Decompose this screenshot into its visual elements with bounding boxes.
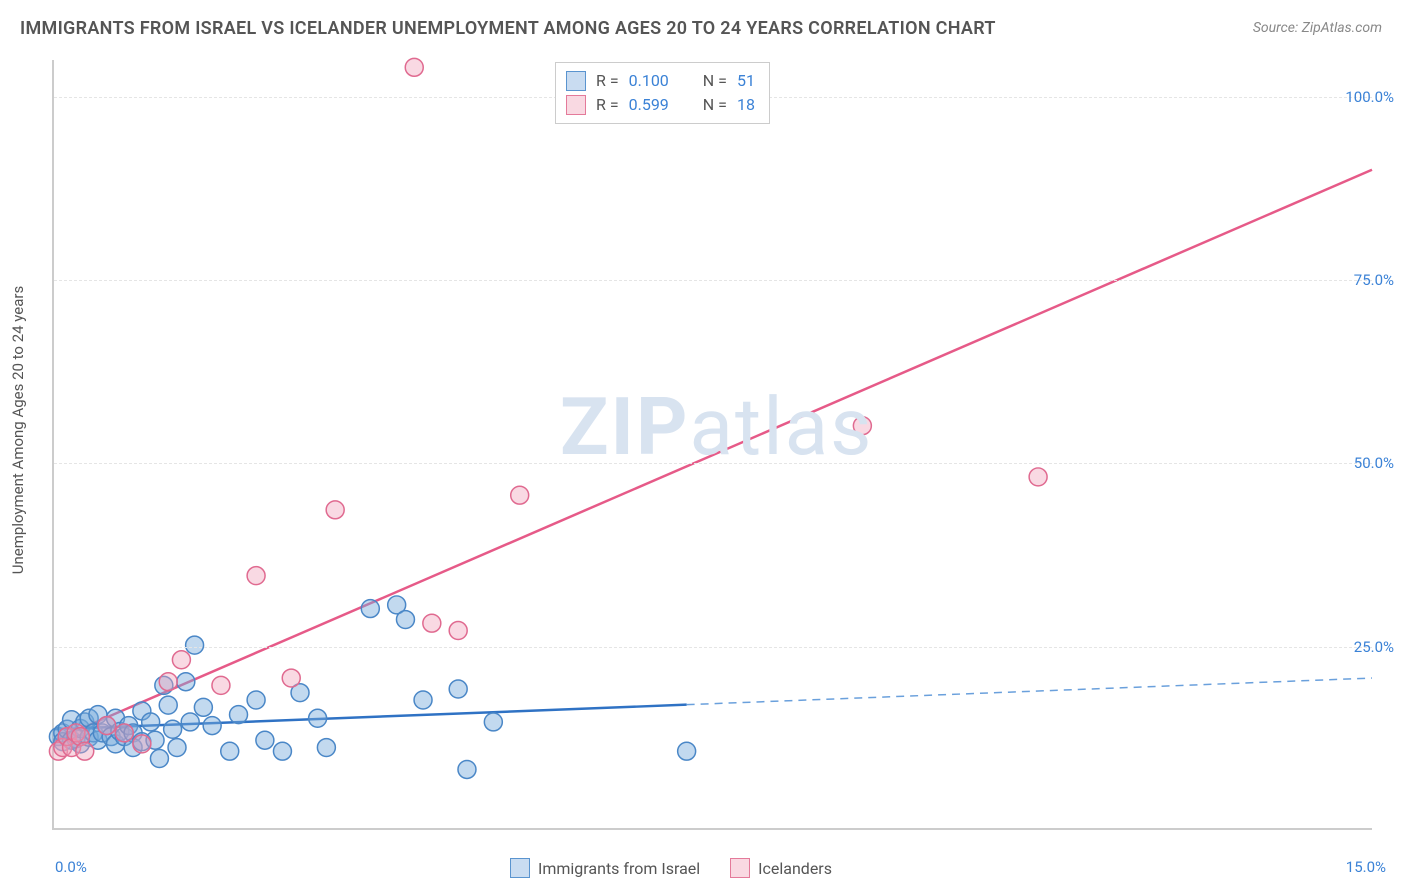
data-point <box>458 761 476 779</box>
data-point <box>317 739 335 757</box>
x-tick-min: 0.0% <box>55 858 87 876</box>
swatch-blue-icon <box>566 71 586 91</box>
data-point <box>1029 468 1047 486</box>
gridline <box>54 280 1372 281</box>
data-point <box>247 567 265 585</box>
series-legend: Immigrants from Israel Icelanders <box>510 858 832 878</box>
data-point <box>361 600 379 618</box>
y-tick-label: 25.0% <box>1354 638 1394 656</box>
legend-item-icelanders: Icelanders <box>730 858 832 878</box>
data-point <box>115 724 133 742</box>
y-tick-label: 100.0% <box>1345 88 1394 106</box>
swatch-pink-icon <box>566 95 586 115</box>
y-tick-label: 75.0% <box>1354 271 1394 289</box>
data-point <box>405 58 423 76</box>
n-value: 18 <box>737 93 755 117</box>
source-attribution: Source: ZipAtlas.com <box>1253 20 1382 36</box>
data-point <box>853 417 871 435</box>
gridline <box>54 647 1372 648</box>
data-point <box>273 742 291 760</box>
data-point <box>142 713 160 731</box>
regression-line-icelanders <box>54 170 1372 741</box>
data-point <box>678 742 696 760</box>
data-point <box>159 696 177 714</box>
legend-label: Immigrants from Israel <box>538 859 700 878</box>
plot-area <box>52 60 1372 830</box>
corr-row-2: R = 0.599 N = 18 <box>566 93 755 117</box>
r-label: R = <box>596 93 619 117</box>
y-tick-label: 50.0% <box>1354 454 1394 472</box>
x-tick-max: 15.0% <box>1346 858 1386 876</box>
data-point <box>133 735 151 753</box>
corr-row-1: R = 0.100 N = 51 <box>566 69 755 93</box>
swatch-pink-icon <box>730 858 750 878</box>
y-axis-label: Unemployment Among Ages 20 to 24 years <box>9 286 27 574</box>
data-point <box>194 698 212 716</box>
data-point <box>282 669 300 687</box>
r-label: R = <box>596 69 619 93</box>
data-point <box>212 676 230 694</box>
n-value: 51 <box>737 69 755 93</box>
data-point <box>168 739 186 757</box>
data-point <box>159 673 177 691</box>
data-point <box>484 713 502 731</box>
data-point <box>203 717 221 735</box>
data-point <box>396 611 414 629</box>
data-point <box>221 742 239 760</box>
data-point <box>247 691 265 709</box>
gridline <box>54 463 1372 464</box>
data-point <box>181 713 199 731</box>
legend-item-israel: Immigrants from Israel <box>510 858 700 878</box>
data-point <box>177 673 195 691</box>
data-point <box>186 636 204 654</box>
data-point <box>98 717 116 735</box>
chart-title: IMMIGRANTS FROM ISRAEL VS ICELANDER UNEM… <box>20 18 996 39</box>
data-point <box>326 501 344 519</box>
data-point <box>414 691 432 709</box>
data-point <box>76 742 94 760</box>
swatch-blue-icon <box>510 858 530 878</box>
r-value: 0.100 <box>629 69 669 93</box>
data-point <box>423 614 441 632</box>
data-point <box>449 680 467 698</box>
r-value: 0.599 <box>629 93 669 117</box>
legend-label: Icelanders <box>758 859 832 878</box>
data-point <box>172 651 190 669</box>
regression-line-israel-extrapolated <box>687 678 1372 705</box>
data-point <box>309 709 327 727</box>
data-point <box>511 486 529 504</box>
n-label: N = <box>703 69 727 93</box>
data-point <box>150 750 168 768</box>
data-point <box>256 731 274 749</box>
data-point <box>449 622 467 640</box>
scatter-svg <box>54 60 1372 828</box>
data-point <box>164 720 182 738</box>
data-point <box>230 706 248 724</box>
correlation-legend: R = 0.100 N = 51 R = 0.599 N = 18 <box>555 62 770 124</box>
n-label: N = <box>703 93 727 117</box>
